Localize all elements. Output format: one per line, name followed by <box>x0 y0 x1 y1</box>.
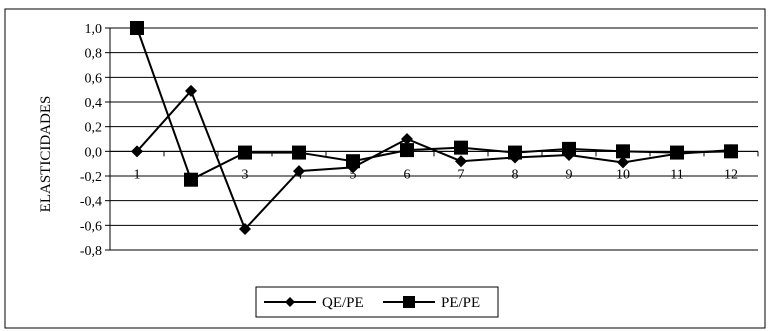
legend-label-qe-pe: QE/PE <box>322 295 364 311</box>
data-point-square <box>400 143 414 158</box>
x-tick-label: 11 <box>670 167 683 182</box>
data-point-square <box>508 145 522 160</box>
legend-item-pe-pe: PE/PE <box>383 295 480 311</box>
x-tick-label: 10 <box>616 167 630 182</box>
chart-frame <box>4 8 766 329</box>
data-point-square <box>616 144 630 159</box>
legend-square-marker <box>403 296 415 308</box>
x-tick-label: 5 <box>350 167 357 182</box>
data-point-diamond <box>185 84 197 97</box>
data-point-square <box>724 144 738 159</box>
data-point-diamond <box>131 145 143 158</box>
x-tick-label: 3 <box>242 167 249 182</box>
y-tick-label: 0,2 <box>85 121 103 136</box>
data-point-diamond <box>617 156 629 169</box>
y-axis-title: ELASTICIDADES <box>38 96 54 213</box>
x-tick-label: 12 <box>724 167 738 182</box>
legend-box <box>255 286 499 318</box>
x-tick-label: 6 <box>404 167 411 182</box>
data-point-square <box>292 145 306 160</box>
data-point-square <box>184 172 198 187</box>
data-point-diamond <box>455 155 467 168</box>
data-point-diamond <box>293 165 305 178</box>
legend-item-qe-pe: QE/PE <box>264 295 364 311</box>
y-tick-label: 0,6 <box>85 71 103 86</box>
y-tick-label: -0,4 <box>80 195 102 210</box>
series-group <box>130 21 738 236</box>
data-point-diamond <box>239 223 251 236</box>
x-tick-label: 1 <box>134 167 141 182</box>
data-point-square <box>670 145 684 160</box>
data-point-square <box>454 140 468 155</box>
legend-label-pe-pe: PE/PE <box>441 295 480 311</box>
y-axis-ticks: 1,0 0,8 0,6 0,4 0,2 0,0 -0,2 -0,4 -0,6 -0,8 <box>80 22 110 259</box>
legend: QE/PE PE/PE <box>255 286 499 318</box>
x-tick-label: 7 <box>458 167 465 182</box>
data-point-square <box>346 154 360 169</box>
y-tick-label: 0,4 <box>85 96 103 111</box>
y-tick-label: -0,8 <box>80 244 102 259</box>
y-tick-label: 0,8 <box>85 47 103 62</box>
legend-diamond-marker <box>285 297 295 307</box>
data-point-square <box>130 21 144 35</box>
x-tick-label: 8 <box>512 167 519 182</box>
data-point-square <box>562 141 576 156</box>
y-tick-label: -0,6 <box>80 219 102 234</box>
y-tick-label: 1,0 <box>85 22 103 37</box>
data-point-diamond <box>401 133 413 145</box>
series-line-pe-pe <box>136 27 732 182</box>
data-point-square <box>238 145 252 160</box>
series-line-qe-pe <box>136 89 732 231</box>
y-tick-label: 0,0 <box>85 145 103 160</box>
y-tick-label: -0,2 <box>80 170 102 185</box>
x-tick-label: 9 <box>566 167 573 182</box>
